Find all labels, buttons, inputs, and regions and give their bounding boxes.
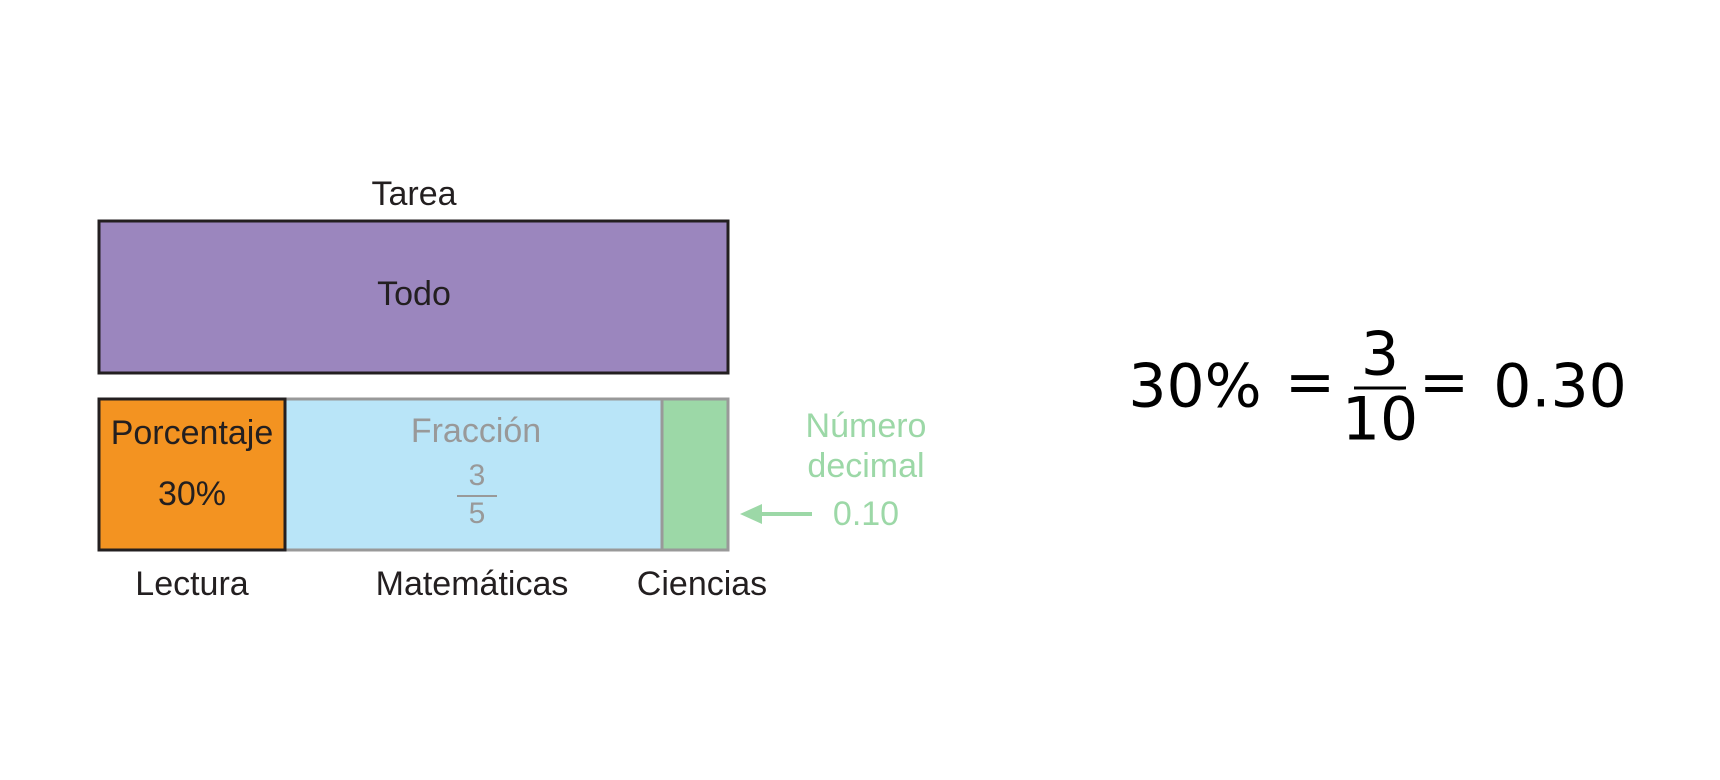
segment-label: Lectura bbox=[135, 565, 248, 603]
segment-heading: Porcentaje bbox=[111, 414, 274, 452]
eq-sign: = bbox=[1285, 348, 1335, 418]
segment-label: Matemáticas bbox=[376, 565, 569, 603]
title: Tarea bbox=[371, 175, 456, 213]
segment-value: 0.10 bbox=[833, 495, 899, 533]
math-segment bbox=[283, 397, 664, 552]
segment-heading: decimal bbox=[807, 447, 924, 485]
arrow-head bbox=[740, 504, 762, 524]
whole-bar bbox=[97, 219, 730, 375]
eq-numerator: 3 bbox=[1361, 320, 1399, 390]
fraction-numerator: 3 bbox=[469, 459, 486, 492]
whole-label: Todo bbox=[377, 275, 451, 313]
segment-value: 30% bbox=[158, 475, 226, 513]
reading-segment bbox=[97, 397, 287, 552]
eq-denominator: 10 bbox=[1342, 385, 1418, 455]
segment-heading: Fracción bbox=[411, 412, 541, 450]
segment-heading: Número bbox=[806, 407, 927, 445]
fraction-denominator: 5 bbox=[469, 497, 486, 530]
science-segment bbox=[660, 397, 730, 552]
segment-label: Ciencias bbox=[637, 565, 767, 603]
eq-decimal: 0.30 bbox=[1493, 352, 1627, 422]
eq-sign: = bbox=[1419, 348, 1469, 418]
eq-percent: 30% bbox=[1128, 352, 1261, 422]
